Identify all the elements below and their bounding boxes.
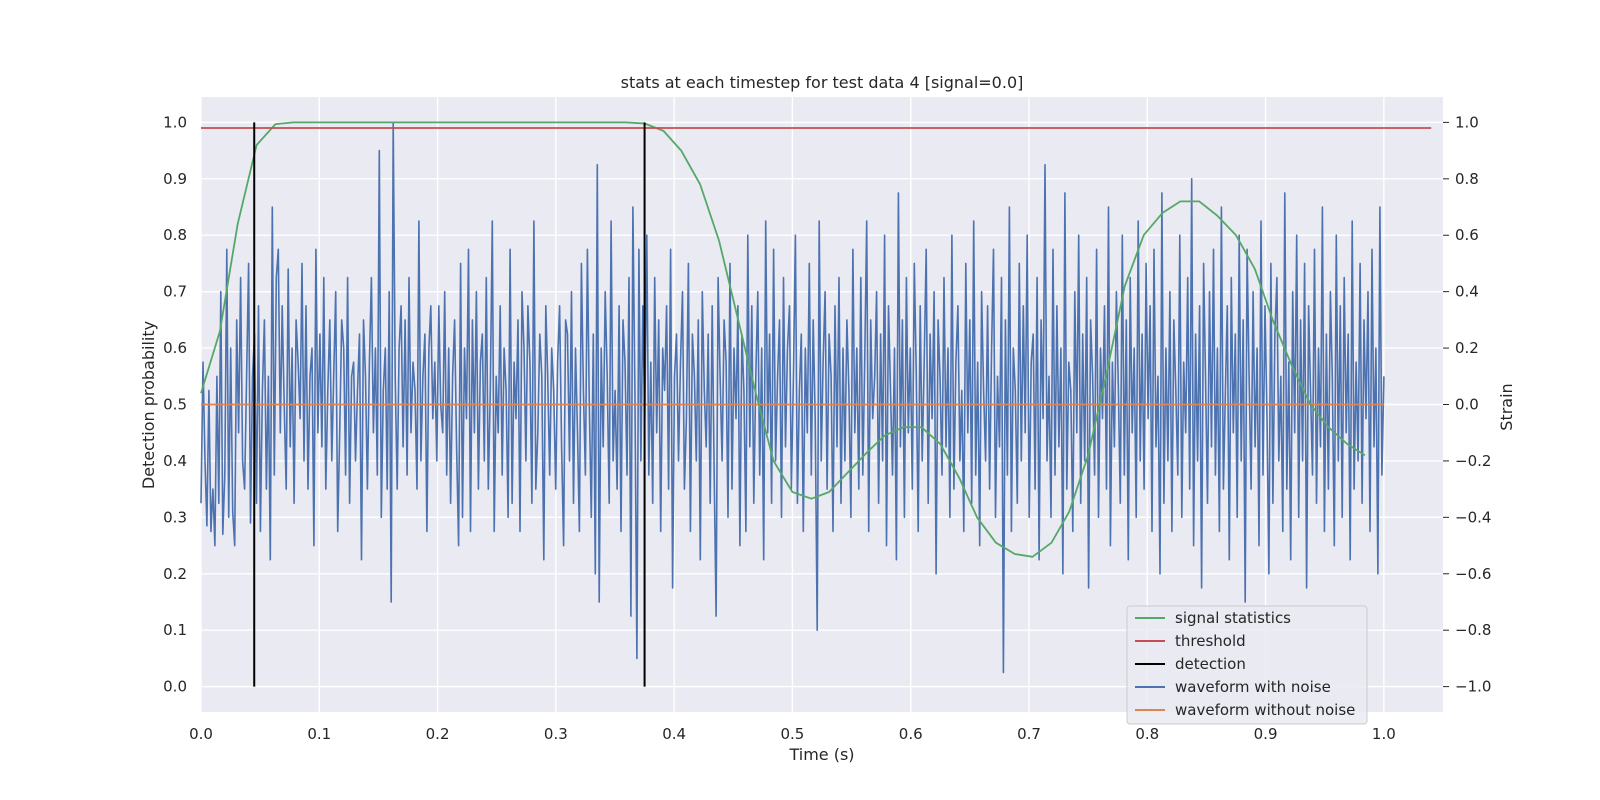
y-tick-label: 0.5 <box>163 396 187 414</box>
x-tick-label: 0.4 <box>662 725 686 743</box>
y2-tick-label: 0.6 <box>1455 226 1479 244</box>
y2-tick-label: −0.2 <box>1455 452 1491 470</box>
y-tick-label: 0.0 <box>163 678 187 696</box>
x-tick-label: 1.0 <box>1372 725 1396 743</box>
legend-label: waveform without noise <box>1175 701 1355 719</box>
legend-box <box>1126 605 1368 725</box>
x-tick-label: 0.6 <box>899 725 923 743</box>
series-waveform-with-noise <box>200 121 1385 674</box>
y-tick-label: 0.4 <box>163 452 187 470</box>
legend-label: threshold <box>1175 632 1246 650</box>
legend-label: detection <box>1175 655 1246 673</box>
y-tick-label: 0.2 <box>163 565 187 583</box>
x-tick-label: 0.8 <box>1135 725 1159 743</box>
y2-tick-label: −0.6 <box>1455 565 1491 583</box>
ticks: 0.0 0.1 0.2 0.3 0.4 0.5 0.6 0.7 0.8 0.9 1.0 0.0 0.1 0… <box>163 113 1491 743</box>
y2-tick-label: 0.4 <box>1455 283 1479 301</box>
y-tick-label: 0.6 <box>163 339 187 357</box>
y2-tick-label: −0.4 <box>1455 508 1491 526</box>
x-tick-label: 0.9 <box>1254 725 1278 743</box>
x-tick-label: 0.5 <box>780 725 804 743</box>
y-tick-label: 0.9 <box>163 170 187 188</box>
y2-tick-label: −1.0 <box>1455 678 1491 696</box>
y2-tick-label: 0.0 <box>1455 396 1479 414</box>
chart-title: stats at each timestep for test data 4 [… <box>621 73 1024 92</box>
legend-label: waveform with noise <box>1175 678 1331 696</box>
y-tick-label: 1.0 <box>163 113 187 131</box>
x-tick-label: 0.3 <box>544 725 568 743</box>
y2-axis-label: Strain <box>1497 383 1516 430</box>
y2-tick-label: 1.0 <box>1455 113 1479 131</box>
y-tick-label: 0.7 <box>163 283 187 301</box>
y2-tick-label: 0.2 <box>1455 339 1479 357</box>
x-tick-label: 0.1 <box>307 725 331 743</box>
x-tick-label: 0.7 <box>1017 725 1041 743</box>
y2-tick-label: −0.8 <box>1455 621 1491 639</box>
series-signal-statistics <box>200 121 1366 558</box>
y-tick-label: 0.1 <box>163 621 187 639</box>
y-tick-label: 0.3 <box>163 508 187 526</box>
series-layer <box>200 121 1432 687</box>
x-tick-label: 0.0 <box>189 725 213 743</box>
legend: signal statistics threshold detection wavef… <box>1126 605 1368 725</box>
y-axis-label: Detection probability <box>139 321 158 489</box>
y2-tick-label: 0.8 <box>1455 170 1479 188</box>
x-axis-label: Time (s) <box>788 745 854 764</box>
legend-label: signal statistics <box>1175 609 1291 627</box>
x-tick-label: 0.2 <box>426 725 450 743</box>
y-tick-label: 0.8 <box>163 226 187 244</box>
